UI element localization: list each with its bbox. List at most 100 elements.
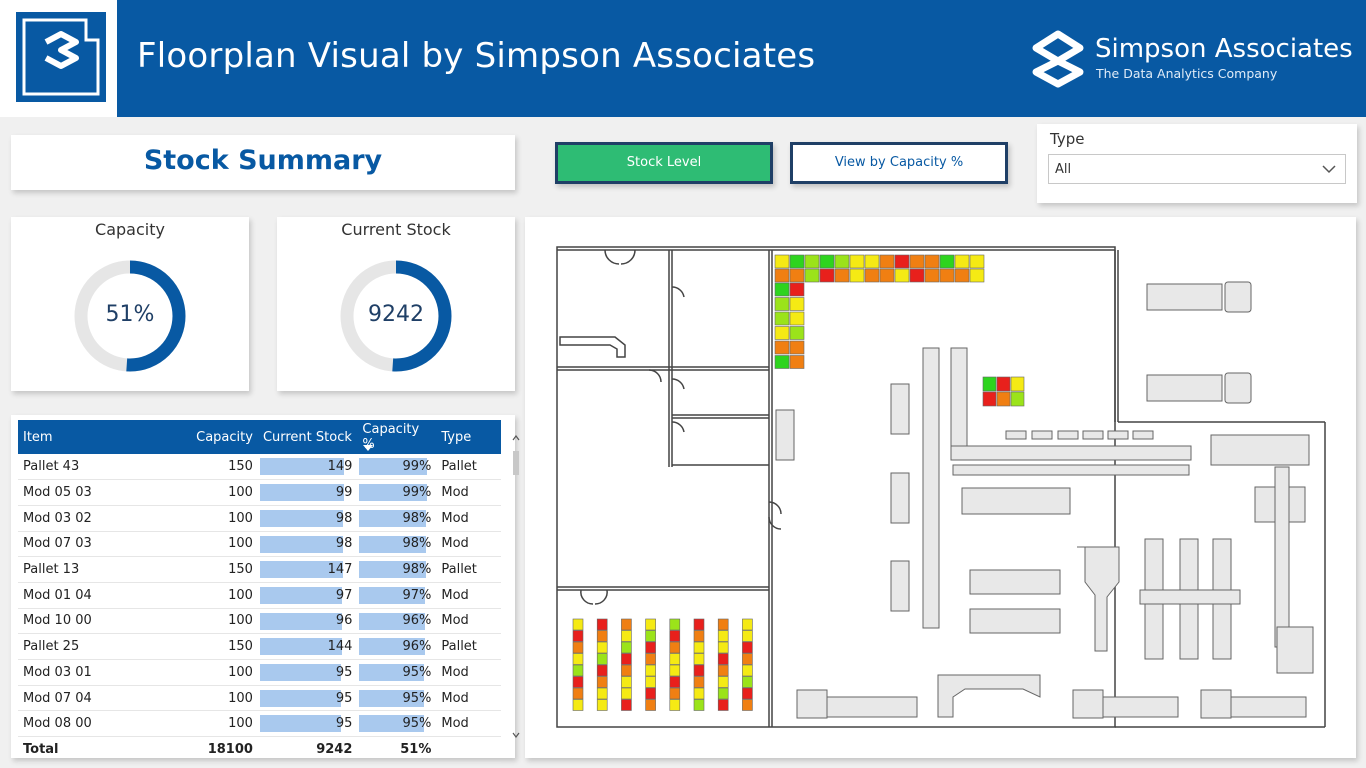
heatmap-cell[interactable]: [669, 618, 681, 631]
heatmap-cell[interactable]: [717, 630, 729, 642]
heatmap-cell[interactable]: [742, 676, 753, 688]
heatmap-cell[interactable]: [669, 630, 681, 642]
heatmap-cell[interactable]: [621, 699, 632, 711]
heatmap-cell[interactable]: [982, 391, 997, 407]
heatmap-cell[interactable]: [864, 254, 880, 269]
heatmap-cell[interactable]: [789, 311, 805, 326]
heatmap-cell[interactable]: [1010, 376, 1025, 392]
heatmap-cell[interactable]: [954, 268, 970, 283]
heatmap-cell[interactable]: [621, 664, 632, 677]
heatmap-cell[interactable]: [645, 676, 656, 688]
heatmap-cell[interactable]: [909, 254, 925, 269]
heatmap-cell[interactable]: [717, 641, 729, 654]
table-row[interactable]: Mod 10 00 100 96 96% Mod: [18, 608, 501, 635]
heatmap-cell[interactable]: [819, 254, 835, 269]
heatmap-cell[interactable]: [742, 618, 753, 631]
col-type[interactable]: Type: [436, 420, 501, 454]
heatmap-cell[interactable]: [939, 268, 955, 283]
heatmap-cell[interactable]: [789, 282, 805, 297]
heatmap-cell[interactable]: [572, 664, 584, 677]
table-row[interactable]: Mod 07 04 100 95 95% Mod: [18, 685, 501, 712]
heatmap-cell[interactable]: [669, 687, 681, 700]
heatmap-cell[interactable]: [996, 391, 1011, 407]
table-scrollbar[interactable]: [509, 423, 523, 745]
heatmap-cell[interactable]: [717, 664, 729, 677]
heatmap-cell[interactable]: [621, 676, 632, 688]
heatmap-cell[interactable]: [596, 630, 608, 642]
heatmap-cell[interactable]: [572, 699, 584, 711]
heatmap-cell[interactable]: [645, 630, 656, 642]
heatmap-cell[interactable]: [669, 664, 681, 677]
heatmap-cell[interactable]: [789, 326, 805, 340]
heatmap-cell[interactable]: [864, 268, 880, 283]
heatmap-cell[interactable]: [596, 664, 608, 677]
capacity-percent-button[interactable]: View by Capacity %: [790, 142, 1008, 184]
heatmap-cell[interactable]: [834, 254, 850, 269]
heatmap-cell[interactable]: [742, 653, 753, 665]
heatmap-cell[interactable]: [879, 268, 895, 283]
heatmap-cell[interactable]: [645, 687, 656, 700]
heatmap-cell[interactable]: [645, 641, 656, 654]
heatmap-cell[interactable]: [789, 355, 805, 369]
heatmap-cell[interactable]: [774, 311, 790, 326]
table-row[interactable]: Pallet 25 150 144 96% Pallet: [18, 633, 501, 660]
col-capacity-percent[interactable]: Capacity %: [357, 420, 437, 454]
heatmap-cell[interactable]: [969, 254, 985, 269]
heatmap-cell[interactable]: [693, 664, 705, 677]
heatmap-cell[interactable]: [894, 254, 910, 269]
heatmap-cell[interactable]: [645, 618, 656, 631]
heatmap-cell[interactable]: [742, 664, 753, 677]
heatmap-cell[interactable]: [693, 699, 705, 711]
heatmap-cell[interactable]: [572, 653, 584, 665]
heatmap-cell[interactable]: [572, 630, 584, 642]
col-capacity[interactable]: Capacity: [188, 420, 258, 454]
heatmap-cell[interactable]: [954, 254, 970, 269]
col-current-stock[interactable]: Current Stock: [257, 420, 358, 454]
stock-level-button[interactable]: Stock Level: [555, 142, 773, 184]
heatmap-cell[interactable]: [909, 268, 925, 283]
heatmap-cell[interactable]: [596, 676, 608, 688]
heatmap-cell[interactable]: [621, 687, 632, 700]
heatmap-cell[interactable]: [717, 653, 729, 665]
heatmap-cell[interactable]: [596, 653, 608, 665]
heatmap-cell[interactable]: [939, 254, 955, 269]
heatmap-cell[interactable]: [789, 268, 805, 283]
heatmap-cell[interactable]: [717, 699, 729, 711]
heatmap-cell[interactable]: [924, 268, 940, 283]
heatmap-cell[interactable]: [596, 699, 608, 711]
heatmap-cell[interactable]: [774, 326, 790, 340]
heatmap-cell[interactable]: [669, 699, 681, 711]
table-row[interactable]: Mod 03 02 100 98 98% Mod: [18, 505, 501, 532]
heatmap-cell[interactable]: [924, 254, 940, 269]
heatmap-cell[interactable]: [742, 641, 753, 654]
heatmap-cell[interactable]: [774, 297, 790, 311]
heatmap-cell[interactable]: [693, 641, 705, 654]
heatmap-cell[interactable]: [774, 340, 790, 355]
heatmap-cell[interactable]: [774, 254, 790, 269]
heatmap-cell[interactable]: [834, 268, 850, 283]
heatmap-cell[interactable]: [621, 641, 632, 654]
table-row[interactable]: Mod 03 01 100 95 95% Mod: [18, 659, 501, 686]
heatmap-cell[interactable]: [774, 282, 790, 297]
heatmap-cell[interactable]: [621, 618, 632, 631]
heatmap-cell[interactable]: [969, 268, 985, 283]
heatmap-cell[interactable]: [572, 676, 584, 688]
heatmap-cell[interactable]: [789, 254, 805, 269]
heatmap-cell[interactable]: [789, 297, 805, 311]
heatmap-cell[interactable]: [596, 618, 608, 631]
heatmap-cell[interactable]: [669, 653, 681, 665]
heatmap-cell[interactable]: [669, 641, 681, 654]
floorplan-visual[interactable]: [525, 217, 1356, 758]
heatmap-cell[interactable]: [894, 268, 910, 283]
table-row[interactable]: Mod 07 03 100 98 98% Mod: [18, 531, 501, 558]
heatmap-cell[interactable]: [693, 618, 705, 631]
heatmap-cell[interactable]: [774, 355, 790, 369]
heatmap-cell[interactable]: [982, 376, 997, 392]
heatmap-cell[interactable]: [693, 630, 705, 642]
heatmap-cell[interactable]: [693, 676, 705, 688]
heatmap-cell[interactable]: [717, 687, 729, 700]
type-dropdown[interactable]: All: [1048, 154, 1346, 184]
heatmap-cell[interactable]: [669, 676, 681, 688]
heatmap-cell[interactable]: [1010, 391, 1025, 407]
table-row[interactable]: Mod 05 03 100 99 99% Mod: [18, 479, 501, 506]
